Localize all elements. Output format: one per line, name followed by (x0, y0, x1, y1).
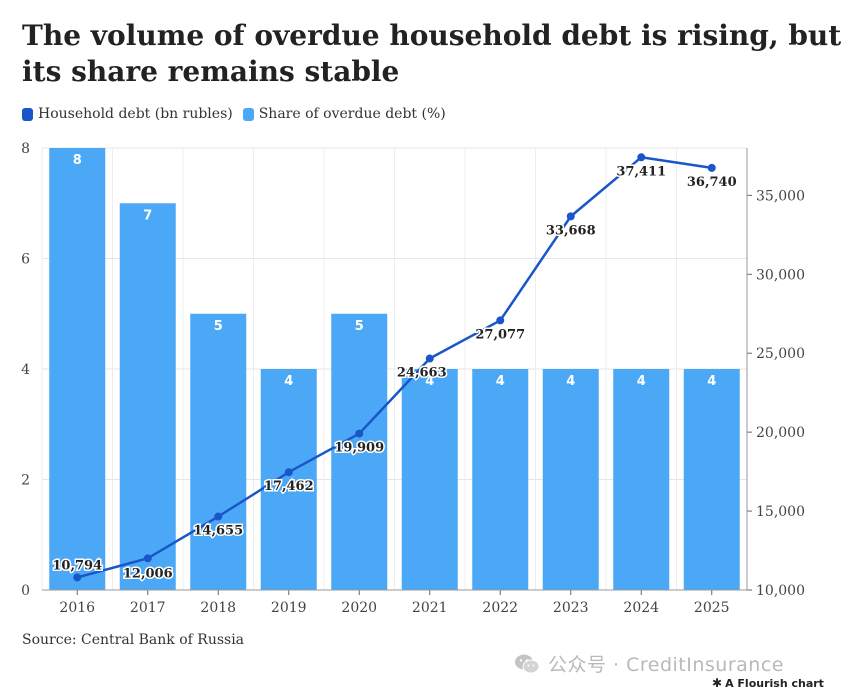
line-point-2017[interactable] (143, 554, 152, 563)
line-point-2022[interactable] (496, 316, 505, 325)
line-value-label: 36,740 (687, 175, 737, 190)
watermark: 公众号 · CreditInsurance (514, 650, 784, 677)
bar-2017[interactable] (119, 203, 176, 590)
chart-plot: 0 2 4 6 8 10,000 15,000 20,000 25,000 30,000 35,00… (21, 141, 805, 616)
x-tick-label: 2020 (341, 600, 377, 616)
x-tick-label: 2024 (623, 600, 659, 616)
line-point-2021[interactable] (425, 354, 434, 363)
y-left-tick-label: 2 (21, 473, 30, 489)
legend-swatch-overdue-share (242, 107, 254, 121)
bar-value-label: 8 (73, 153, 82, 168)
chart-title: The volume of overdue household debt is … (22, 19, 842, 88)
line-point-2024[interactable] (637, 153, 646, 162)
grid-layer (41, 147, 748, 591)
y-left-tick-label: 8 (21, 141, 30, 157)
line-value-label: 37,411 (616, 164, 666, 179)
x-tick-label: 2016 (59, 600, 95, 616)
source-note: Source: Central Bank of Russia (22, 632, 245, 648)
watermark-text: 公众号 · CreditInsurance (548, 654, 784, 676)
legend-swatch-household-debt (22, 107, 33, 121)
line-layer (73, 153, 716, 582)
bar-2022[interactable] (472, 369, 529, 590)
bar-value-label: 4 (637, 374, 646, 389)
line-value-label: 19,909 (334, 441, 384, 456)
line-point-2023[interactable] (566, 212, 575, 221)
line-value-label: 14,655 (193, 524, 243, 539)
line-point-2019[interactable] (284, 468, 293, 477)
line-point-2018[interactable] (214, 512, 223, 521)
flourish-credit[interactable]: ✱ A Flourish chart (712, 676, 824, 690)
legend-label-household-debt: Household debt (bn rubles) (38, 106, 233, 122)
bar-layer (49, 148, 740, 590)
bar-value-label: 4 (496, 374, 505, 389)
label-layer: 8 7 5 4 5 4 4 4 4 4 10,794 12,006 14,655 17,462 19,909… (51, 153, 738, 583)
x-tick-label: 2022 (482, 600, 518, 616)
line-point-2016[interactable] (73, 573, 82, 582)
y-right-tick-label: 30,000 (756, 267, 805, 283)
bar-value-label: 5 (214, 319, 223, 334)
x-tick-label: 2019 (271, 600, 307, 616)
y-left-tick-label: 0 (21, 583, 30, 599)
y-right-tick-label: 35,000 (756, 188, 805, 204)
bar-2016[interactable] (49, 148, 106, 590)
line-point-2025[interactable] (707, 163, 716, 172)
bar-2025[interactable] (683, 369, 740, 590)
line-value-label: 10,794 (52, 558, 102, 573)
bar-value-label: 4 (707, 374, 716, 389)
bar-2018[interactable] (190, 313, 247, 590)
bar-value-label: 4 (425, 374, 434, 389)
chart-legend: Household debt (bn rubles) Share of over… (22, 106, 456, 122)
line-value-label: 24,663 (397, 366, 447, 381)
line-value-label: 27,077 (475, 327, 525, 342)
bar-value-label: 4 (566, 374, 575, 389)
x-tick-label: 2018 (200, 600, 236, 616)
flourish-star-icon: ✱ (712, 676, 723, 690)
y-left-tick-label: 4 (21, 362, 30, 378)
line-value-label: 17,462 (264, 479, 314, 494)
y-right-tick-label: 10,000 (756, 583, 805, 599)
y-left-tick-label: 6 (21, 252, 30, 268)
y-right-tick-label: 15,000 (756, 504, 805, 520)
x-tick-label: 2023 (553, 600, 589, 616)
y-right-tick-label: 20,000 (756, 425, 805, 441)
bar-value-label: 4 (284, 374, 293, 389)
line-value-label: 33,668 (546, 223, 596, 238)
x-tick-label: 2017 (130, 600, 166, 616)
bar-value-label: 5 (355, 319, 364, 334)
legend-label-overdue-share: Share of overdue debt (%) (258, 106, 446, 122)
line-value-label: 12,006 (123, 566, 173, 581)
legend-item-overdue-share[interactable]: Share of overdue debt (%) (242, 106, 446, 122)
x-tick-label: 2021 (412, 600, 448, 616)
bar-value-label: 7 (143, 208, 152, 223)
axis-layer: 0 2 4 6 8 10,000 15,000 20,000 25,000 30,000 35,00… (21, 141, 805, 616)
bar-2021[interactable] (401, 369, 458, 590)
bar-2020[interactable] (331, 313, 388, 590)
bar-2023[interactable] (542, 369, 599, 590)
legend-item-household-debt[interactable]: Household debt (bn rubles) (22, 106, 233, 122)
x-tick-label: 2025 (694, 600, 730, 616)
flourish-credit-text: A Flourish chart (725, 676, 824, 690)
wechat-icon (515, 654, 540, 673)
household-debt-line (76, 156, 712, 579)
line-point-2020[interactable] (355, 429, 364, 438)
bar-2019[interactable] (260, 369, 317, 590)
y-right-tick-label: 25,000 (756, 346, 805, 362)
bar-2024[interactable] (613, 369, 670, 590)
